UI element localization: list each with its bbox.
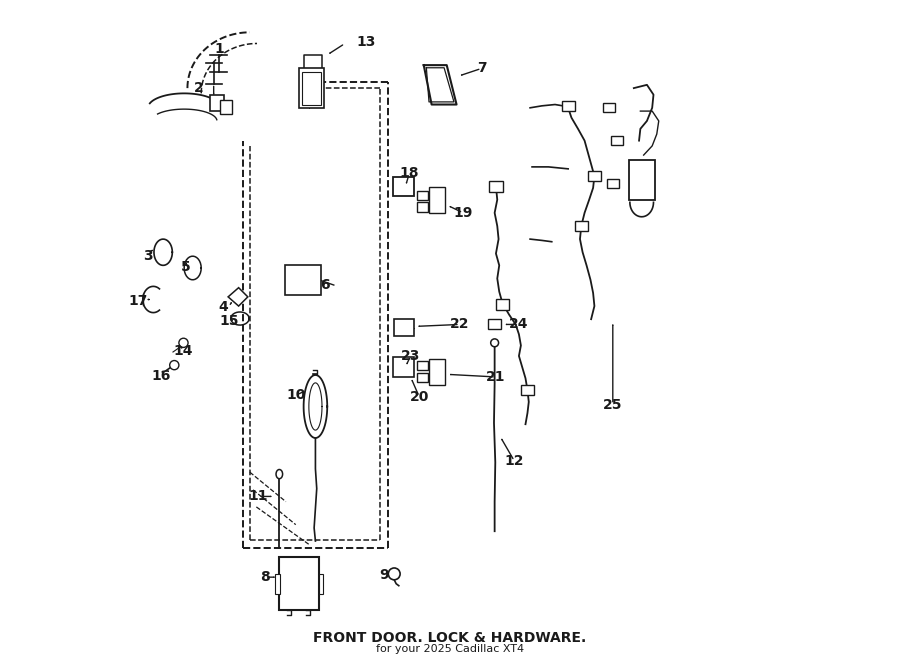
Text: 11: 11 xyxy=(248,489,268,503)
Bar xyxy=(279,557,319,610)
Text: 6: 6 xyxy=(320,278,330,292)
Bar xyxy=(393,357,414,377)
Text: 8: 8 xyxy=(260,570,270,584)
Text: 4: 4 xyxy=(219,300,229,314)
Text: 15: 15 xyxy=(219,314,238,328)
Text: 22: 22 xyxy=(450,318,470,332)
Bar xyxy=(319,574,323,594)
Text: 25: 25 xyxy=(603,397,623,412)
Text: for your 2025 Cadillac XT4: for your 2025 Cadillac XT4 xyxy=(376,643,524,653)
Bar xyxy=(418,191,428,200)
Bar xyxy=(488,319,501,329)
Text: 16: 16 xyxy=(151,369,171,383)
Bar xyxy=(490,181,502,192)
Bar xyxy=(588,171,601,181)
Text: 19: 19 xyxy=(454,206,473,220)
Bar xyxy=(575,220,588,231)
Ellipse shape xyxy=(491,339,499,347)
Ellipse shape xyxy=(179,338,188,348)
Text: 17: 17 xyxy=(129,295,148,308)
Bar xyxy=(496,299,509,310)
Bar xyxy=(429,359,445,385)
Text: 23: 23 xyxy=(400,349,420,363)
Text: 13: 13 xyxy=(356,35,375,49)
Text: 21: 21 xyxy=(486,370,506,384)
Text: 10: 10 xyxy=(286,389,305,402)
Bar xyxy=(418,361,428,370)
Text: 1: 1 xyxy=(214,42,224,56)
Text: 12: 12 xyxy=(505,454,524,468)
Bar xyxy=(284,265,320,295)
Bar xyxy=(275,574,280,594)
Ellipse shape xyxy=(388,568,400,580)
Bar xyxy=(628,160,655,200)
Bar xyxy=(394,319,414,336)
Text: 24: 24 xyxy=(509,318,528,332)
Bar xyxy=(220,100,232,115)
Bar xyxy=(607,179,618,188)
Text: 2: 2 xyxy=(194,81,204,95)
Bar xyxy=(418,373,428,382)
Bar xyxy=(521,385,534,395)
Bar xyxy=(302,71,320,105)
Text: 5: 5 xyxy=(181,260,191,273)
Text: 20: 20 xyxy=(410,390,428,404)
Text: FRONT DOOR. LOCK & HARDWARE.: FRONT DOOR. LOCK & HARDWARE. xyxy=(313,631,587,645)
Ellipse shape xyxy=(276,469,283,479)
Bar xyxy=(299,68,324,108)
Bar xyxy=(211,95,223,111)
Bar xyxy=(393,177,414,197)
Text: 18: 18 xyxy=(400,166,419,181)
Bar xyxy=(429,187,445,213)
Ellipse shape xyxy=(170,361,179,370)
Text: 3: 3 xyxy=(143,248,153,263)
Bar xyxy=(562,101,575,111)
Polygon shape xyxy=(228,288,248,306)
Bar xyxy=(611,136,624,145)
Text: 9: 9 xyxy=(380,568,389,582)
Bar xyxy=(418,203,428,212)
Text: 14: 14 xyxy=(173,344,193,357)
Bar xyxy=(603,103,615,113)
Text: 7: 7 xyxy=(477,62,486,75)
